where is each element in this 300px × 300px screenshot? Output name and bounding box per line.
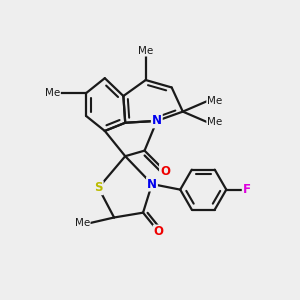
Text: Me: Me [75, 218, 90, 228]
Text: Me: Me [207, 117, 222, 127]
Text: S: S [94, 181, 103, 194]
Text: Me: Me [45, 88, 60, 98]
Text: F: F [243, 183, 251, 196]
Text: Me: Me [138, 46, 153, 56]
Text: N: N [152, 114, 162, 128]
Text: O: O [160, 165, 170, 178]
Text: N: N [147, 178, 157, 190]
Text: O: O [154, 226, 164, 238]
Text: Me: Me [207, 96, 222, 106]
